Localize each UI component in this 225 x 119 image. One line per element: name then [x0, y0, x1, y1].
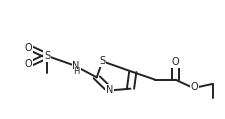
- Text: O: O: [24, 59, 32, 69]
- Text: N: N: [106, 85, 113, 95]
- Text: O: O: [191, 82, 198, 92]
- Text: S: S: [99, 56, 106, 66]
- Text: O: O: [24, 43, 32, 53]
- Text: S: S: [44, 51, 50, 61]
- Text: N: N: [72, 61, 80, 71]
- Text: H: H: [73, 67, 79, 76]
- Text: O: O: [172, 57, 179, 67]
